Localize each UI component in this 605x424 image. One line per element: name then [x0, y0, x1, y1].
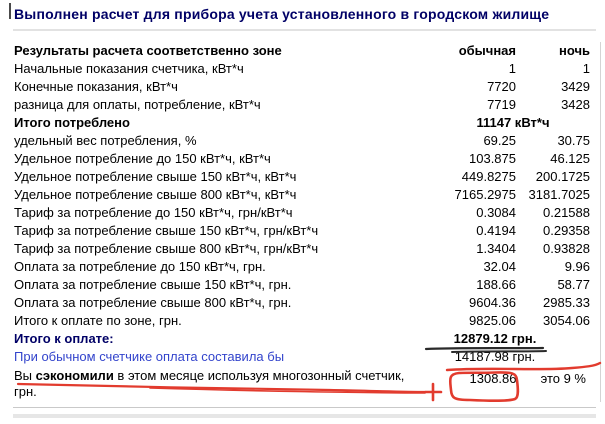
row-value-night: 3054.06 — [543, 313, 590, 328]
row-label: Итого к оплате по зоне, грн. — [14, 313, 182, 328]
row-value-night: 0.93828 — [543, 241, 590, 256]
row-label: удельный вес потребления, % — [14, 133, 197, 148]
row-label: Тариф за потребление до 150 кВт*ч, грн/к… — [14, 205, 293, 220]
column-header-results: Результаты расчета соответственно зоне — [14, 43, 282, 58]
savings-amount: 1308.86 — [469, 371, 517, 386]
ordinary-meter-label: При обычном счетчике оплата составила бы — [14, 349, 285, 364]
left-edge-artifact — [9, 3, 11, 19]
page-title: Выполнен расчет для прибора учета устано… — [14, 6, 550, 22]
row-value-ordinary: 9825.06 — [469, 313, 516, 328]
row-label: Оплата за потребление свыше 800 кВт*ч, г… — [14, 295, 292, 310]
row-value-ordinary: 1.3404 — [476, 241, 516, 256]
row-value-ordinary: 1 — [508, 61, 516, 76]
row-value-night: 3428 — [561, 97, 590, 112]
row-value-ordinary: 69.25 — [483, 133, 516, 148]
grand-total-label: Итого к оплате: — [14, 331, 114, 346]
column-header-night-zone: ночь — [558, 43, 590, 58]
row-value-night: 9.96 — [564, 259, 590, 274]
column-header-ordinary-zone: обычная — [458, 43, 516, 58]
calculation-table: Результаты расчета соответственно зоне об… — [14, 42, 590, 400]
total-consumed-value: 11147 кВт*ч — [476, 115, 550, 130]
table-row: Оплата за потребление до 150 кВт*ч, грн.… — [14, 258, 590, 276]
row-label: Тариф за потребление свыше 800 кВт*ч, гр… — [14, 241, 319, 256]
row-value-night: 1 — [582, 61, 590, 76]
savings-percent: это 9 % — [540, 371, 586, 386]
table-row: Тариф за потребление свыше 800 кВт*ч, гр… — [14, 240, 590, 258]
row-value-night: 46.125 — [550, 151, 590, 166]
row-value-night: 3181.7025 — [528, 187, 590, 202]
bottom-divider-thin — [13, 407, 596, 408]
total-consumed-row: Итого потреблено 11147 кВт*ч — [14, 114, 590, 132]
row-label: Удельное потребление свыше 150 кВт*ч, кВ… — [14, 169, 297, 184]
row-label: Конечные показания, кВт*ч — [14, 79, 178, 94]
row-label: Удельное потребление свыше 800 кВт*ч, кВ… — [14, 187, 297, 202]
row-label: Начальные показания счетчика, кВт*ч — [14, 61, 244, 76]
row-label: Тариф за потребление свыше 150 кВт*ч, гр… — [14, 223, 319, 238]
ordinary-meter-value: 14187.98 грн. — [454, 349, 536, 364]
table-row: Оплата за потребление свыше 800 кВт*ч, г… — [14, 294, 590, 312]
row-value-ordinary: 7165.2975 — [454, 187, 516, 202]
table-row: Тариф за потребление свыше 150 кВт*ч, гр… — [14, 222, 590, 240]
row-value-ordinary: 188.66 — [476, 277, 516, 292]
bottom-divider-thick — [13, 414, 596, 418]
row-label: Оплата за потребление до 150 кВт*ч, грн. — [14, 259, 266, 274]
row-value-ordinary: 103.875 — [469, 151, 516, 166]
row-label: разница для оплаты, потребление, кВт*ч — [14, 97, 261, 112]
table-header-row: Результаты расчета соответственно зоне об… — [14, 42, 590, 60]
title-divider — [13, 29, 596, 31]
row-value-ordinary: 7719 — [487, 97, 516, 112]
row-value-ordinary: 0.3084 — [476, 205, 516, 220]
table-row: Конечные показания, кВт*ч 7720 3429 — [14, 78, 590, 96]
total-consumed-label: Итого потреблено — [14, 115, 130, 130]
ordinary-meter-row: При обычном счетчике оплата составила бы… — [14, 348, 590, 366]
row-value-night: 0.29358 — [543, 223, 590, 238]
table-row: Удельное потребление свыше 800 кВт*ч, кВ… — [14, 186, 590, 204]
table-row: Удельное потребление свыше 150 кВт*ч, кВ… — [14, 168, 590, 186]
table-row: Удельное потребление до 150 кВт*ч, кВт*ч… — [14, 150, 590, 168]
savings-label-emphasis: сэкономили — [35, 368, 114, 383]
row-value-ordinary: 32.04 — [483, 259, 516, 274]
savings-value-cell: 1308.86 это 9 % — [436, 366, 590, 400]
row-value-night: 2985.33 — [543, 295, 590, 310]
table-row: Оплата за потребление свыше 150 кВт*ч, г… — [14, 276, 590, 294]
row-value-ordinary: 449.8275 — [461, 169, 516, 184]
row-value-ordinary: 9604.36 — [469, 295, 516, 310]
table-row: удельный вес потребления, % 69.25 30.75 — [14, 132, 590, 150]
savings-label: Вы сэкономили в этом месяце используя мн… — [14, 368, 405, 399]
table-right-border — [600, 42, 601, 402]
table-row: Начальные показания счетчика, кВт*ч 1 1 — [14, 60, 590, 78]
grand-total-row: Итого к оплате: 12879.12 грн. — [14, 330, 590, 348]
row-value-ordinary: 7720 — [487, 79, 516, 94]
row-value-night: 200.1725 — [535, 169, 590, 184]
table-row: разница для оплаты, потребление, кВт*ч 77… — [14, 96, 590, 114]
row-value-night: 3429 — [561, 79, 590, 94]
table-row: Итого к оплате по зоне, грн. 9825.06 3054.… — [14, 312, 590, 330]
table-row: Тариф за потребление до 150 кВт*ч, грн/к… — [14, 204, 590, 222]
row-value-night: 0.21588 — [543, 205, 590, 220]
row-value-ordinary: 0.4194 — [476, 223, 516, 238]
row-label: Удельное потребление до 150 кВт*ч, кВт*ч — [14, 151, 271, 166]
row-value-night: 30.75 — [557, 133, 590, 148]
row-value-night: 58.77 — [557, 277, 590, 292]
grand-total-value: 12879.12 грн. — [453, 331, 537, 346]
row-label: Оплата за потребление свыше 150 кВт*ч, г… — [14, 277, 292, 292]
savings-row: Вы сэкономили в этом месяце используя мн… — [14, 366, 590, 400]
